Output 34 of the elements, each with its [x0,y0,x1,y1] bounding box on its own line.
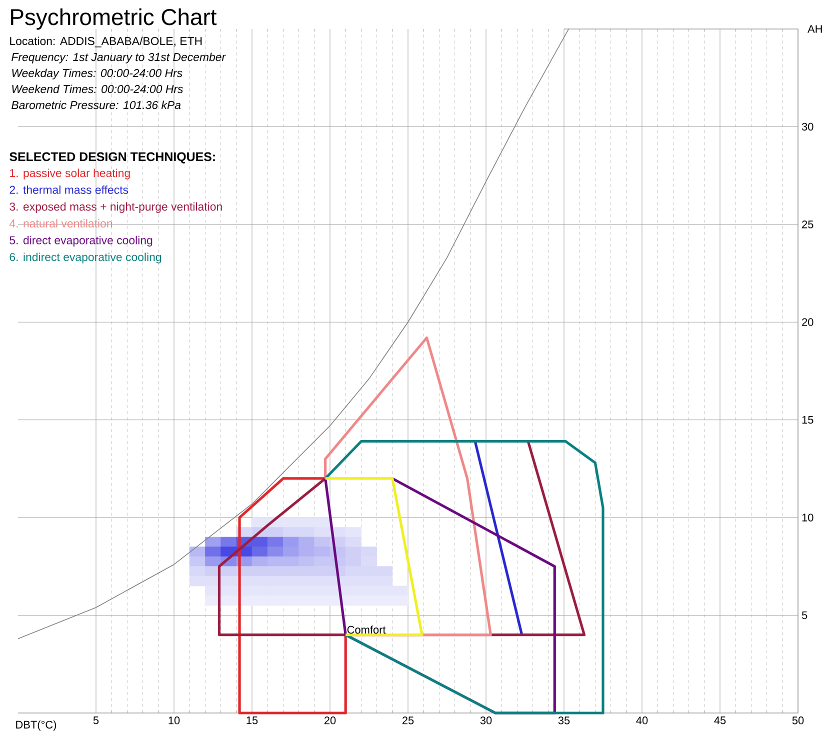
x-tick-label: 45 [714,716,726,724]
y-axis-title: AH [808,25,822,33]
text: 6. indirect evaporative cooling [10,252,162,264]
line-series [324,440,604,714]
text: 4. natural ventilation [9,219,112,228]
annotation: Barometric Pressure: 101.36 kPa [12,100,181,110]
x-tick-label: 5 [93,716,99,724]
chart-title: Psychrometric Chart [11,8,217,30]
annotation: Weekend Times: 00:00-24:00 Hrs [12,84,183,94]
text: 1. passive solar heating [10,168,130,180]
y-tick-label: 30 [802,122,814,131]
x-tick-label: 10 [168,716,180,724]
x-tick-label: 40 [636,716,648,724]
text: Location: ADDIS_ABABA/BOLE, ETH [10,36,202,48]
text: 3. exposed mass + night-purge ventilation [10,202,222,213]
y-tick-label: 10 [802,514,814,522]
legend-title: SELECTED DESIGN TECHNIQUES: [10,152,215,164]
x-tick-label: 20 [324,716,336,724]
line-series [238,477,347,714]
text: 2. thermal mass effects [10,185,128,194]
x-tick-label: 15 [246,716,258,724]
y-tick-label: 25 [802,220,814,228]
annotation: Frequency: 1st January to 31st December [12,52,226,64]
text: 5. direct evaporative cooling [10,236,152,247]
annotation: Weekday Times: 00:00-24:00 Hrs [12,68,182,80]
y-tick-label: 15 [802,416,814,424]
y-tick-label: 20 [802,318,814,326]
x-axis-title: DBT(°C) [16,720,56,731]
y-tick-label: 5 [802,611,808,620]
annotation: Comfort [347,626,386,634]
x-tick-label: 35 [558,716,570,724]
x-tick-label: 30 [480,716,492,724]
x-tick-label: 25 [402,716,414,724]
x-tick-label: 50 [792,716,804,724]
